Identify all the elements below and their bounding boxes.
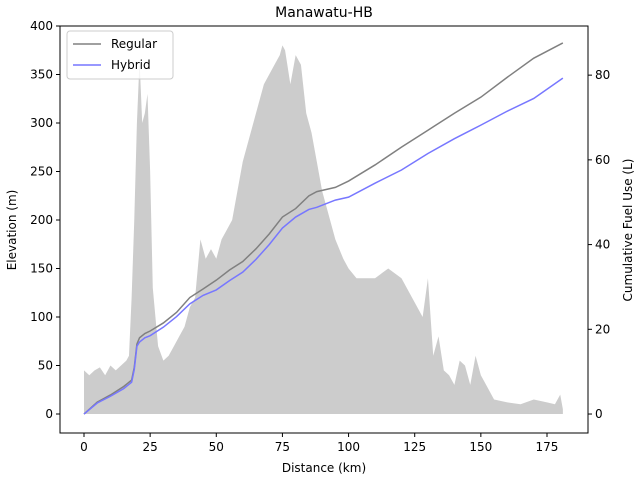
x-tick-label: 150: [469, 440, 492, 454]
y-tick-label: 300: [30, 116, 53, 130]
x-tick-label: 100: [337, 440, 360, 454]
y-tick-label: 400: [30, 19, 53, 33]
x-tick-label: 75: [275, 440, 290, 454]
y-tick-label: 50: [38, 358, 53, 372]
y-tick-label: 250: [30, 164, 53, 178]
y-tick-label: 100: [30, 310, 53, 324]
chart-title: Manawatu-HB: [275, 5, 373, 21]
y2-tick-label: 20: [595, 322, 610, 336]
y2-tick-label: 40: [595, 238, 610, 252]
y-tick-label: 150: [30, 261, 53, 275]
y2-tick-label: 80: [595, 68, 610, 82]
legend-label: Hybrid: [111, 58, 151, 72]
y2-axis-label: Cumulative Fuel Use (L): [621, 159, 635, 302]
x-tick-label: 50: [209, 440, 224, 454]
fuel-line: [83, 77, 564, 415]
y2-tick-label: 60: [595, 153, 610, 167]
y-axis-label: Elevation (m): [5, 190, 19, 271]
y-tick-label: 0: [45, 407, 53, 421]
legend-label: Regular: [111, 37, 157, 51]
legend-box: [66, 30, 174, 80]
elevation-area: [83, 45, 563, 414]
x-tick-label: 125: [403, 440, 426, 454]
legend: Regular Hybrid: [66, 30, 174, 80]
plot-frame: [59, 25, 589, 434]
x-axis-label: Distance (km): [282, 461, 366, 475]
y-tick-label: 350: [30, 67, 53, 81]
y-tick-label: 200: [30, 213, 53, 227]
x-tick-label: 25: [142, 440, 157, 454]
x-tick-label: 175: [536, 440, 559, 454]
y2-tick-label: 0: [595, 407, 603, 421]
x-tick-label: 0: [80, 440, 88, 454]
